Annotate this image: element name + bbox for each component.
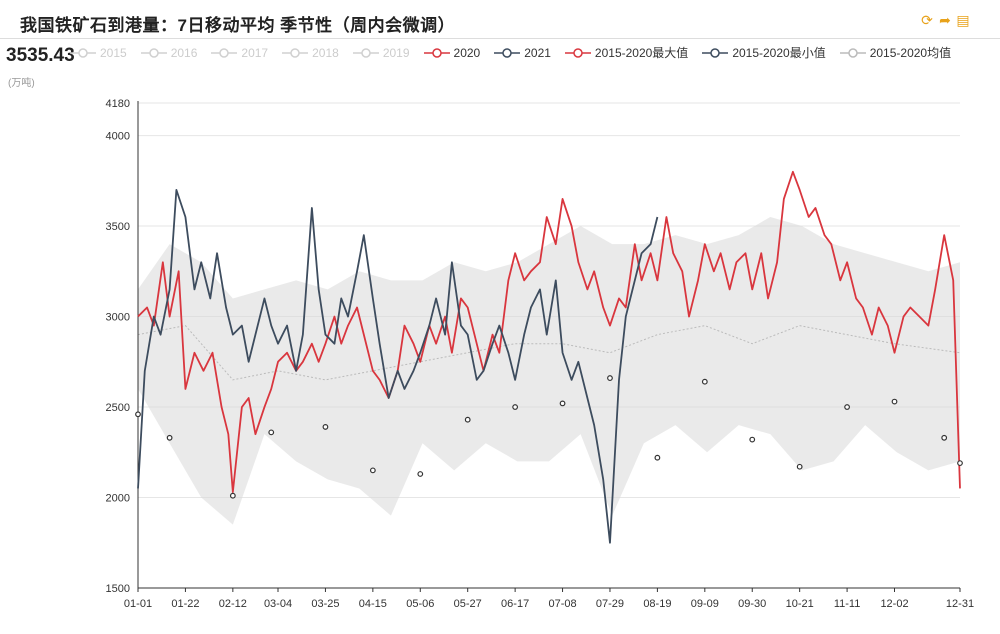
- header-divider: [0, 38, 1000, 39]
- min-marker: [891, 398, 898, 405]
- min-marker: [701, 378, 708, 385]
- min-marker: [229, 492, 236, 499]
- min-marker: [464, 416, 471, 423]
- min-marker: [957, 460, 963, 467]
- x-tick-label: 09-30: [738, 598, 766, 610]
- min-marker: [322, 424, 329, 430]
- y-tick-label: 4000: [106, 131, 130, 143]
- x-tick-label: 11-11: [834, 598, 861, 610]
- x-tick-label: 07-29: [596, 598, 624, 610]
- legend-item[interactable]: 2020: [423, 44, 481, 61]
- legend-item[interactable]: 2015-2020最大值: [564, 44, 689, 61]
- legend-item[interactable]: 2016: [140, 44, 198, 61]
- legend-label: 2015-2020均值: [869, 46, 952, 60]
- min-marker: [369, 467, 376, 474]
- min-marker: [559, 400, 566, 407]
- min-marker: [268, 429, 275, 436]
- min-marker: [166, 434, 173, 441]
- legend-item[interactable]: 2019: [352, 44, 410, 61]
- legend-label: 2018: [312, 45, 339, 60]
- min-marker: [135, 411, 141, 418]
- min-marker: [749, 436, 756, 443]
- x-tick-label: 02-12: [219, 598, 247, 610]
- x-tick-label: 03-25: [311, 598, 339, 610]
- average-line: [137, 325, 961, 381]
- legend-label: 2015: [100, 45, 127, 60]
- download-icon[interactable]: ▤: [956, 12, 970, 28]
- series-line-2021: [137, 188, 659, 544]
- legend-label: 2016: [170, 45, 198, 60]
- unit-label: (万吨): [8, 78, 35, 89]
- min-marker: [512, 404, 519, 410]
- x-tick-label: 03-04: [264, 598, 292, 610]
- legend-label: 2017: [241, 45, 269, 60]
- legend-item[interactable]: 2021: [494, 44, 551, 61]
- refresh-icon[interactable]: ⟳: [921, 12, 933, 28]
- x-tick-label: 12-31: [946, 598, 974, 610]
- x-tick-label: 01-22: [171, 598, 199, 610]
- legend-label: 2019: [382, 45, 410, 60]
- toolbar: ⟳ ➦ ▤: [920, 13, 970, 27]
- y-tick-label: 3000: [106, 312, 130, 324]
- y-tick-label: 1500: [106, 583, 130, 595]
- chart-title: 我国铁矿石到港量：7日移动平均 季节性（周内会微调）: [20, 16, 456, 35]
- legend: 2015 2016 2017 2018 2019 2020 2021 2015-2020最大值…: [70, 44, 951, 61]
- legend-label: 2021: [524, 45, 551, 60]
- legend-item[interactable]: 2018: [282, 44, 339, 61]
- min-marker: [417, 471, 424, 477]
- y-tick-label: 2000: [106, 493, 130, 505]
- y-tick-label: 4180: [106, 98, 130, 110]
- legend-item[interactable]: 2015-2020均值: [839, 44, 952, 61]
- min-marker: [654, 454, 661, 461]
- x-tick-label: 08-19: [643, 598, 671, 610]
- x-tick-label: 04-15: [359, 598, 387, 610]
- legend-item[interactable]: 2017: [211, 44, 268, 61]
- x-tick-label: 07-08: [548, 598, 576, 610]
- series-line-2020: [137, 170, 961, 493]
- legend-label: 2015-2020最小值: [732, 46, 826, 60]
- range-band: [138, 217, 960, 525]
- x-tick-label: 05-06: [406, 598, 434, 610]
- x-tick-label: 01-01: [124, 598, 152, 610]
- y-tick-label: 3500: [106, 221, 130, 233]
- min-marker: [941, 434, 948, 441]
- x-tick-label: 10-21: [786, 598, 814, 610]
- min-marker: [607, 375, 613, 381]
- x-tick-label: 05-27: [454, 598, 482, 610]
- y-tick-label: 2500: [106, 402, 130, 414]
- min-marker: [844, 404, 850, 410]
- legend-label: 2020: [453, 45, 481, 60]
- x-tick-label: 12-02: [880, 598, 908, 610]
- share-icon[interactable]: ➦: [939, 12, 951, 28]
- legend-label: 2015-2020最大值: [594, 46, 689, 60]
- x-tick-label: 06-17: [501, 598, 529, 610]
- legend-item[interactable]: 2015-2020最小值: [702, 44, 826, 61]
- current-value: 3535.43: [6, 45, 75, 66]
- x-tick-label: 09-09: [691, 598, 719, 610]
- min-marker: [796, 463, 803, 470]
- legend-item[interactable]: 2015: [70, 44, 127, 61]
